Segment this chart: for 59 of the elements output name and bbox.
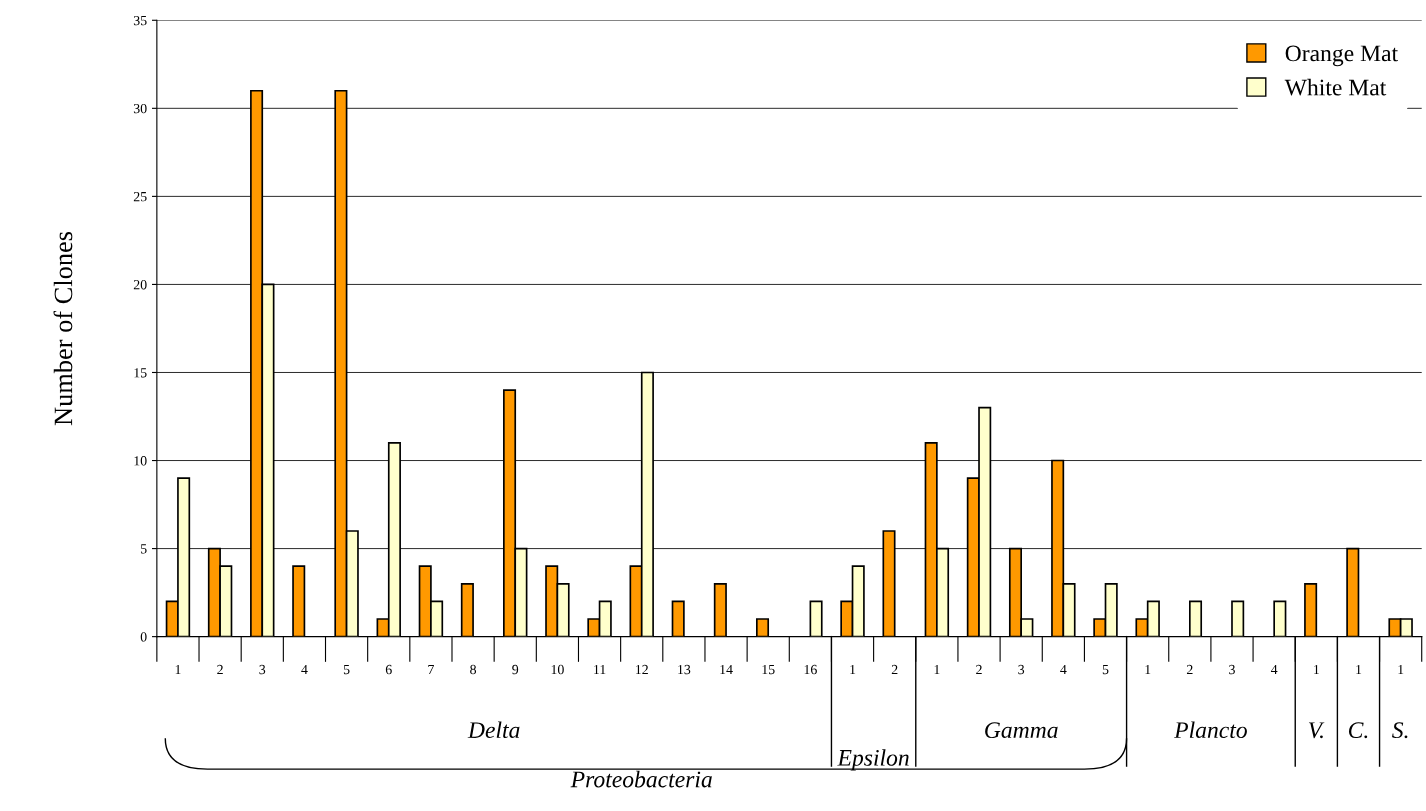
bar bbox=[1188, 600, 1203, 637]
x-tick-label: 1 bbox=[175, 664, 181, 675]
bar bbox=[292, 565, 306, 637]
y-tick-label: 15 bbox=[134, 368, 147, 378]
x-tick-label: 10 bbox=[551, 664, 564, 675]
x-tick-label: 11 bbox=[594, 664, 606, 675]
text: Epsilon bbox=[837, 749, 909, 771]
x-tick-label: 15 bbox=[762, 664, 775, 675]
x-tick-label: 16 bbox=[804, 664, 817, 675]
x-tick-label: 1 bbox=[1356, 664, 1362, 675]
bar bbox=[1231, 600, 1245, 637]
x-tick-label: 2 bbox=[1186, 664, 1193, 675]
y-tick-label: 5 bbox=[141, 544, 147, 554]
y-tick-label: 10 bbox=[134, 456, 147, 466]
x-tick-label: 13 bbox=[678, 664, 691, 675]
x-tick-label: 2 bbox=[891, 664, 898, 675]
bar bbox=[713, 582, 727, 637]
x-tick-label: 1 bbox=[850, 664, 856, 675]
x-tick-label: 8 bbox=[470, 664, 477, 675]
x-tick-label: 1 bbox=[1145, 664, 1151, 675]
x-tick-label: 3 bbox=[1229, 664, 1235, 675]
text: Proteobacteria bbox=[570, 770, 712, 788]
bar bbox=[755, 618, 770, 637]
bar bbox=[460, 582, 474, 637]
text: Plancto bbox=[1174, 721, 1247, 739]
x-tick-label: 4 bbox=[1270, 664, 1278, 675]
x-tick-label: 5 bbox=[1102, 664, 1109, 675]
bar bbox=[1304, 582, 1318, 637]
text: Delta bbox=[467, 721, 520, 739]
x-tick-label: 14 bbox=[720, 664, 733, 675]
text: V. bbox=[1308, 722, 1325, 739]
y-axis-title: Number of Clones bbox=[53, 231, 73, 426]
text: Gamma bbox=[985, 722, 1058, 739]
text: S. bbox=[1392, 722, 1408, 739]
x-tick-label: 1 bbox=[934, 664, 940, 675]
text: C. bbox=[1348, 722, 1368, 739]
x-tick-label: 3 bbox=[1018, 664, 1025, 675]
x-tick-label: 6 bbox=[385, 664, 392, 675]
x-tick-label: 1 bbox=[1398, 664, 1404, 675]
y-tick-label: 0 bbox=[140, 632, 147, 642]
x-tick-label: 2 bbox=[217, 664, 223, 675]
x-tick-label: 4 bbox=[1060, 664, 1067, 675]
x-tick-label: 1 bbox=[1314, 664, 1319, 675]
bar bbox=[809, 600, 823, 637]
x-tick-label: 3 bbox=[259, 664, 266, 675]
x-tick-label: 12 bbox=[636, 664, 648, 675]
legend-label: Orange Mat bbox=[1285, 45, 1398, 67]
y-tick-label: 35 bbox=[133, 15, 147, 26]
y-tick-label: 25 bbox=[133, 192, 147, 202]
x-tick-label: 7 bbox=[428, 664, 434, 675]
x-tick-label: 9 bbox=[512, 664, 519, 675]
x-tick-label: 2 bbox=[976, 664, 982, 675]
x-tick-label: 4 bbox=[301, 664, 308, 675]
bar bbox=[671, 600, 685, 637]
legend-label: White Mat bbox=[1284, 78, 1387, 96]
y-tick-label: 30 bbox=[133, 103, 147, 114]
bar bbox=[1273, 600, 1287, 637]
y-tick-label: 20 bbox=[133, 280, 147, 290]
x-tick-label: 5 bbox=[343, 664, 350, 675]
